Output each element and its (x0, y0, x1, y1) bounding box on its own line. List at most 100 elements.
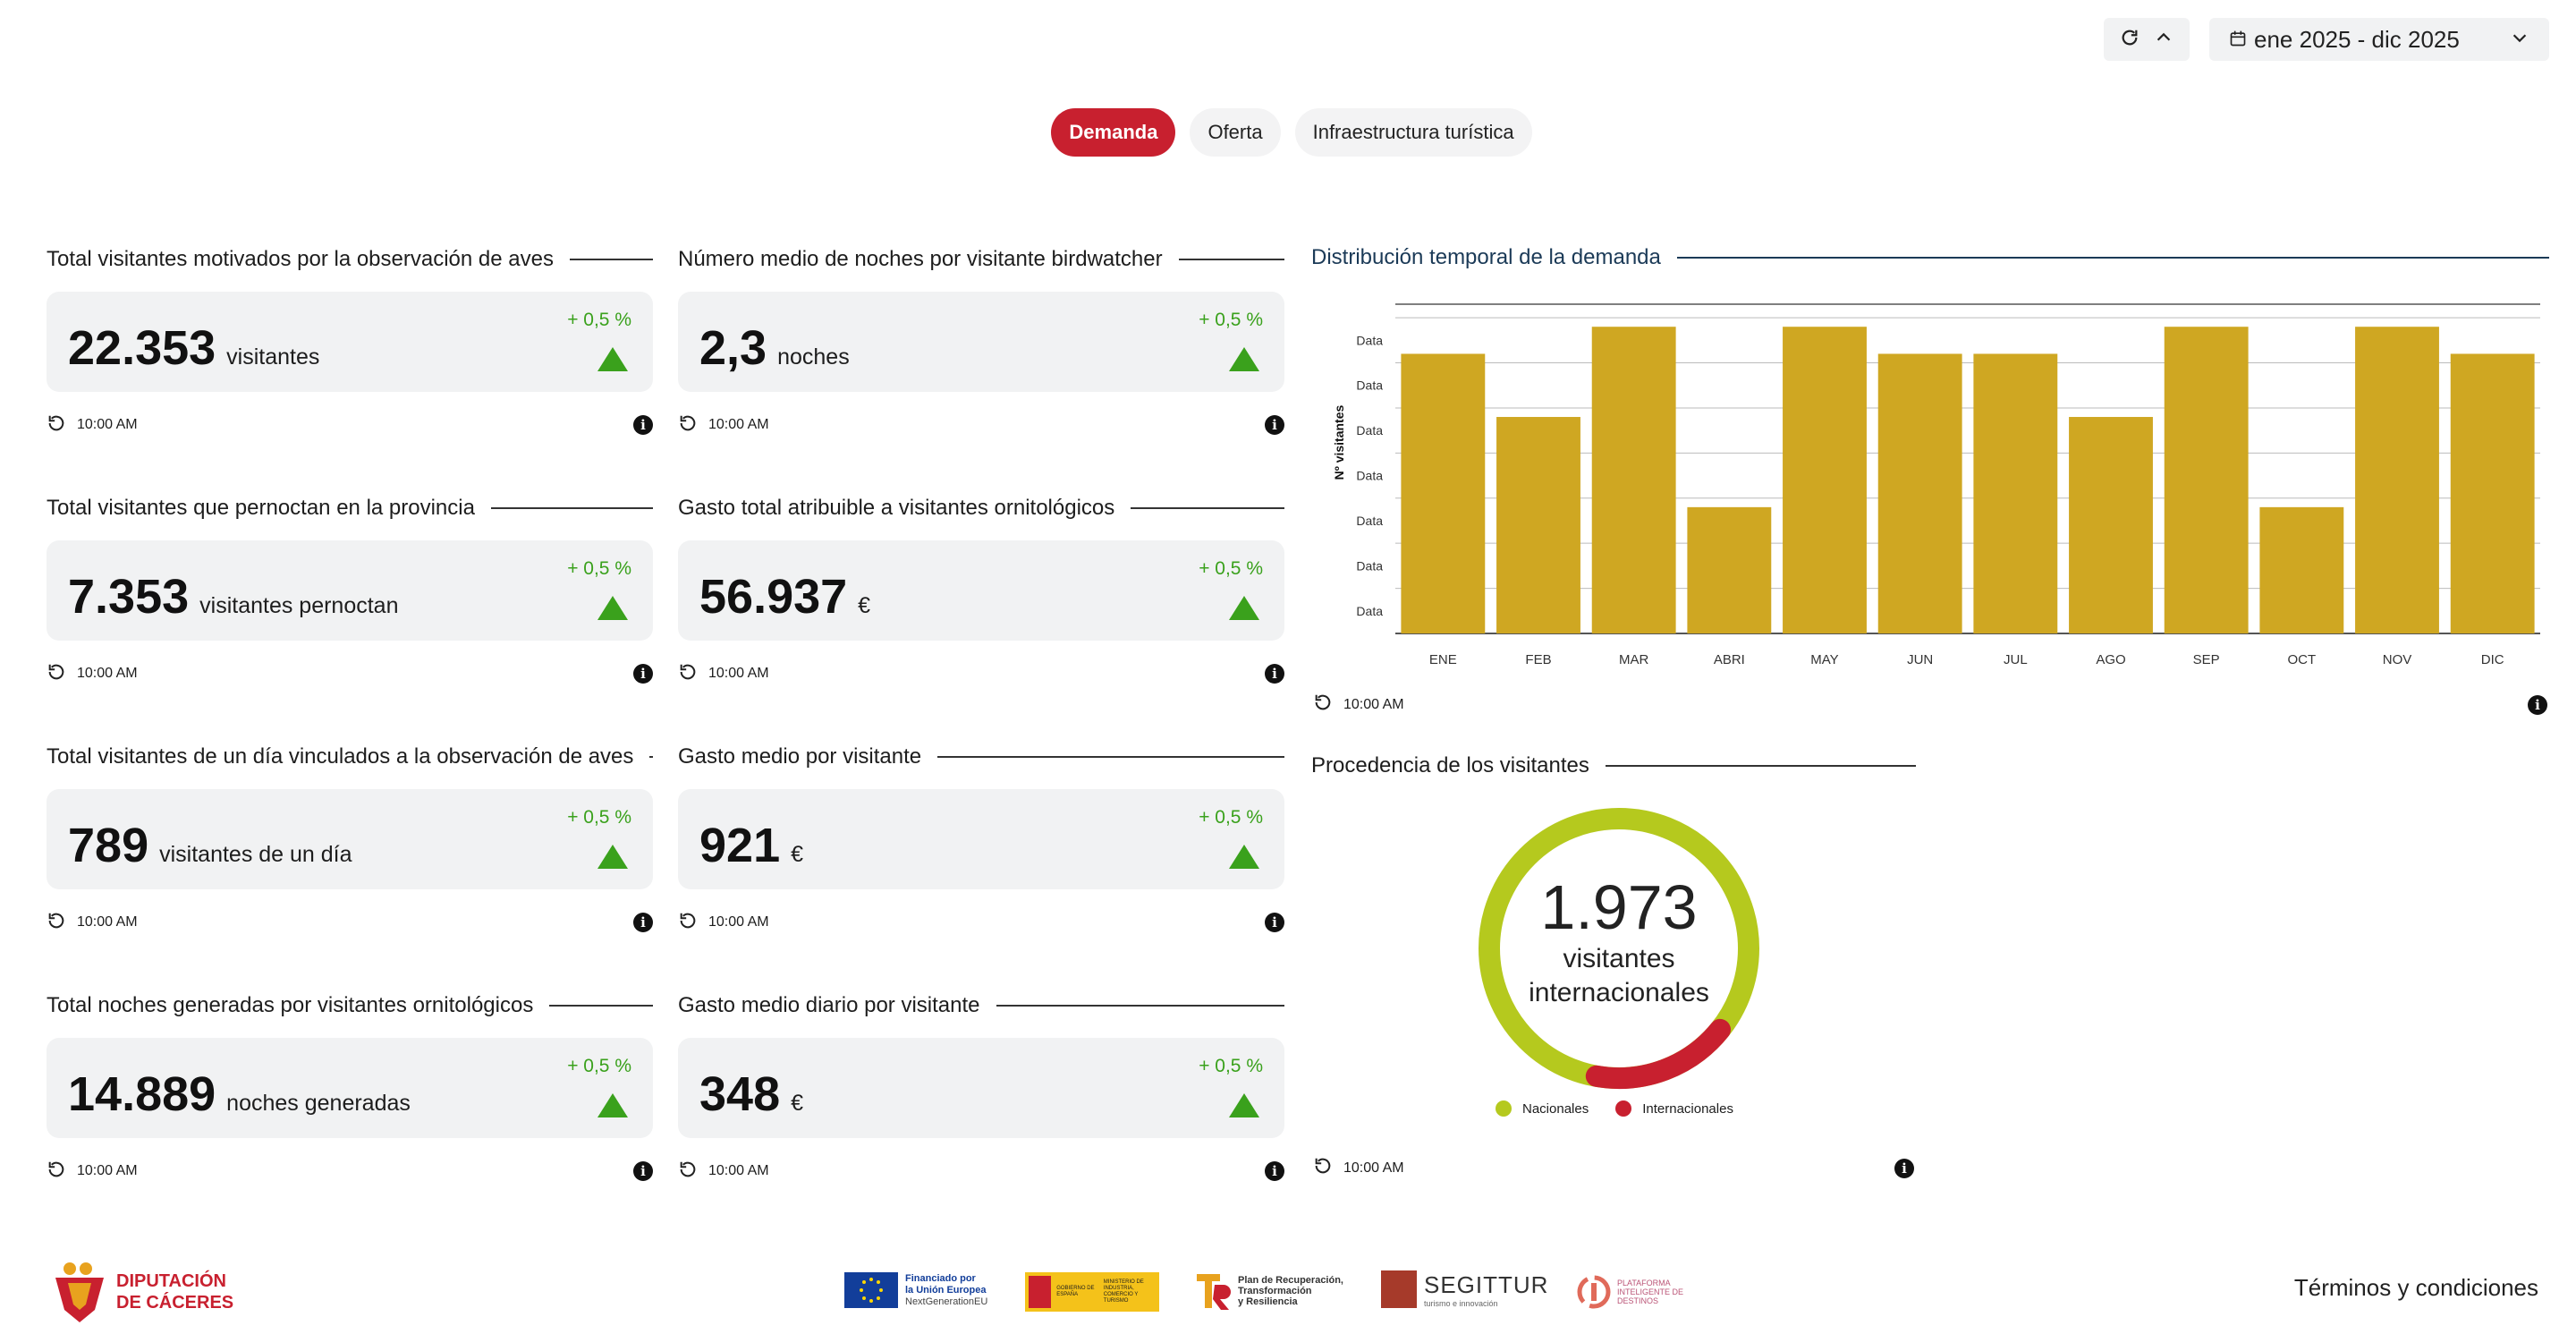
y-tick-label: Data (1356, 423, 1383, 438)
kpi-value-card: 2,3 noches + 0,5 % (678, 292, 1284, 392)
bar-may (1783, 327, 1867, 633)
info-icon[interactable]: i (1265, 1161, 1284, 1181)
kpi-delta: + 0,5 % (567, 310, 631, 330)
kpi-value-card: 789 visitantes de un día + 0,5 % (47, 789, 653, 889)
kpi-card-2: Número medio de noches por visitante bir… (678, 245, 1284, 438)
gobierno-logo: GOBIERNO DE ESPAÑA MINISTERIO DE INDUSTR… (1025, 1272, 1159, 1312)
terms-link[interactable]: Términos y condiciones (2293, 1274, 2538, 1301)
x-tick-label: OCT (2287, 652, 2316, 667)
legend-item-nacionales: Nacionales (1496, 1100, 1589, 1117)
kpi-title-row: Total visitantes de un día vinculados a … (47, 743, 653, 771)
info-icon[interactable]: i (633, 1161, 653, 1181)
plataforma-icon (1577, 1275, 1611, 1309)
y-tick-label: Data (1356, 469, 1383, 483)
kpi-card-6: Gasto medio por visitante 921 € + 0,5 % 10:0… (678, 743, 1284, 936)
kpi-divider (549, 1005, 653, 1007)
refresh-icon[interactable] (2120, 28, 2140, 52)
kpi-divider (490, 507, 653, 509)
kpi-value-card: 56.937 € + 0,5 % (678, 540, 1284, 641)
diputacion-emblem-icon (55, 1262, 104, 1322)
x-tick-label: SEP (2193, 652, 2220, 667)
logo-line1: DIPUTACIÓN (116, 1271, 226, 1291)
platform-line2: INTELIGENTE DE (1617, 1287, 1684, 1296)
diputacion-logo[interactable]: DIPUTACIÓN DE CÁCERES (50, 1260, 233, 1324)
platform-line3: DESTINOS (1617, 1296, 1659, 1305)
tab-demanda[interactable]: Demanda (1051, 108, 1176, 157)
date-range-value: ene 2025 - dic 2025 (2254, 25, 2460, 53)
info-icon[interactable]: i (2528, 694, 2547, 715)
kpi-value-group: 7.353 visitantes pernoctan (68, 569, 399, 625)
distribution-title: Distribución temporal de la demanda (1311, 245, 1661, 269)
info-icon[interactable]: i (633, 415, 653, 435)
kpi-value-group: 22.353 visitantes (68, 320, 319, 376)
footer: DIPUTACIÓN DE CÁCERES Financiado por la … (0, 1253, 2576, 1333)
spain-shield-icon (1029, 1276, 1052, 1308)
kpi-delta: + 0,5 % (567, 807, 631, 828)
refresh-icon[interactable] (1313, 692, 1333, 717)
info-icon[interactable]: i (1265, 913, 1284, 932)
tab-infraestructura[interactable]: Infraestructura turística (1294, 108, 1532, 157)
x-tick-label: JUL (2004, 652, 2028, 667)
kpi-value: 921 (699, 819, 781, 872)
kpi-card-5: Total visitantes de un día vinculados a … (47, 743, 653, 936)
kpi-value-card: 14.889 noches generadas + 0,5 % (47, 1038, 653, 1138)
kpi-footer: 10:00 AM i (678, 1158, 1284, 1185)
last-updated-time: 10:00 AM (77, 914, 138, 930)
info-icon[interactable]: i (633, 913, 653, 932)
refresh-icon[interactable] (47, 1160, 66, 1184)
kpi-card-3: Total visitantes que pernoctan en la pro… (47, 494, 653, 687)
kpi-footer: 10:00 AM i (47, 660, 653, 687)
eu-flag-icon (844, 1272, 898, 1308)
chevron-up-icon[interactable] (2154, 28, 2174, 52)
calendar-icon (2229, 26, 2247, 54)
kpi-unit: € (791, 842, 804, 867)
info-icon[interactable]: i (1894, 1158, 1914, 1178)
kpi-title-row: Gasto medio por visitante (678, 743, 1284, 771)
section-divider (1676, 257, 2549, 259)
refresh-icon[interactable] (678, 911, 698, 935)
date-range-picker[interactable]: ene 2025 - dic 2025 (2209, 18, 2549, 61)
x-tick-label: AGO (2096, 652, 2125, 667)
bar-jun (1877, 353, 1962, 633)
donut-internacionales-arc (1585, 1018, 1732, 1089)
segittur-text: SEGITTUR (1424, 1270, 1549, 1298)
tab-oferta[interactable]: Oferta (1190, 108, 1281, 157)
bar-dic (2450, 353, 2535, 633)
last-updated-time: 10:00 AM (77, 417, 138, 432)
info-icon[interactable]: i (633, 664, 653, 684)
donut-label-line2: internacionales (1529, 978, 1709, 1007)
refresh-icon[interactable] (47, 662, 66, 686)
kpi-title: Número medio de noches por visitante bir… (678, 247, 1163, 271)
origin-donut-chart (1479, 808, 1759, 1089)
refresh-icon[interactable] (678, 1160, 698, 1184)
gobierno-text: GOBIERNO DE ESPAÑA (1056, 1286, 1095, 1297)
y-tick-label: Data (1356, 514, 1383, 528)
kpi-value: 348 (699, 1067, 781, 1121)
info-icon[interactable]: i (1265, 664, 1284, 684)
last-updated-time: 10:00 AM (77, 666, 138, 681)
segittur-subtext: turismo e innovación (1424, 1298, 1498, 1308)
origin-footer: 10:00 AM i (1313, 1156, 1914, 1180)
refresh-icon[interactable] (1313, 1156, 1333, 1180)
donut-label-line1: visitantes (1563, 944, 1675, 973)
x-tick-label: MAR (1619, 652, 1649, 667)
kpi-title-row: Total visitantes motivados por la observ… (47, 245, 653, 274)
x-tick-label: NOV (2383, 652, 2412, 667)
bar-ene (1401, 353, 1486, 633)
refresh-icon[interactable] (47, 413, 66, 438)
kpi-title: Total visitantes motivados por la observ… (47, 247, 554, 271)
plataforma-logo: PLATAFORMA INTELIGENTE DE DESTINOS (1576, 1274, 1683, 1310)
y-tick-label: Data (1356, 378, 1383, 393)
origin-title: Procedencia de los visitantes (1311, 753, 1589, 777)
refresh-icon[interactable] (678, 662, 698, 686)
bar-mar (1591, 327, 1676, 633)
kpi-value-group: 921 € (699, 818, 803, 873)
kpi-title: Total visitantes que pernoctan en la pro… (47, 496, 475, 520)
info-icon[interactable]: i (1265, 415, 1284, 435)
kpi-card-8: Gasto medio diario por visitante 348 € + 0,… (678, 991, 1284, 1185)
refresh-icon[interactable] (678, 413, 698, 438)
refresh-icon[interactable] (47, 911, 66, 935)
kpi-divider (1178, 259, 1284, 260)
plan-recuperacion-logo: Plan de Recuperación, Transformación y R… (1195, 1270, 1343, 1312)
x-tick-label: ENE (1429, 652, 1457, 667)
